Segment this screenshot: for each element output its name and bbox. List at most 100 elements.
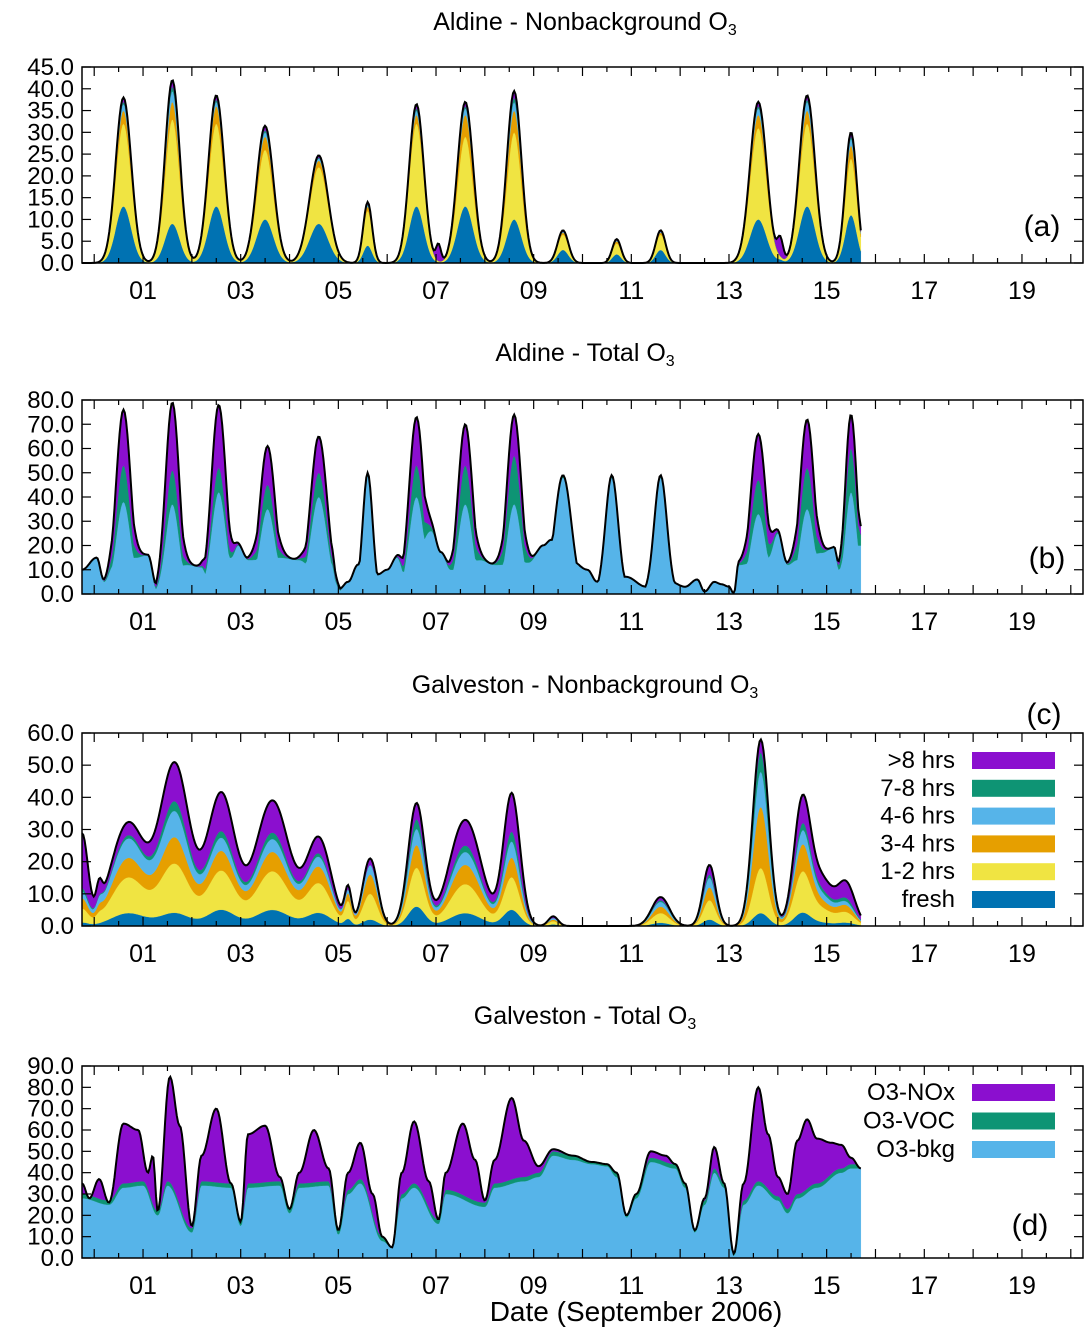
x-tick-label: 07 <box>422 1272 450 1300</box>
panel-label: (a) <box>1024 210 1061 243</box>
legend-swatch-o3-voc <box>972 1112 1055 1130</box>
x-tick-label: 11 <box>618 277 644 305</box>
panel-label: (c) <box>1027 698 1062 731</box>
x-tick-label: 05 <box>324 940 352 968</box>
y-tick-label: 50.0 <box>27 1138 74 1165</box>
x-tick-label: 17 <box>910 1272 938 1300</box>
x-tick-label: 03 <box>227 940 255 968</box>
x-tick-label: 17 <box>910 940 938 968</box>
x-tick-label: 19 <box>1008 1272 1036 1300</box>
x-tick-label: 01 <box>129 1272 157 1300</box>
x-tick-label: 05 <box>324 277 352 305</box>
y-tick-label: 0.0 <box>41 581 74 608</box>
x-tick-label: 09 <box>520 940 548 968</box>
legend-label: O3-VOC <box>863 1108 955 1135</box>
x-tick-label: 13 <box>715 940 743 968</box>
y-tick-label: 30.0 <box>27 508 74 535</box>
x-tick-label: 17 <box>910 277 938 305</box>
y-tick-label: 30.0 <box>27 119 74 146</box>
y-tick-label: 80.0 <box>27 1074 74 1101</box>
y-tick-label: 0.0 <box>41 1245 74 1272</box>
x-tick-label: 03 <box>227 1272 255 1300</box>
x-tick-label: 05 <box>324 1272 352 1300</box>
y-tick-label: 20.0 <box>27 1202 74 1229</box>
y-tick-label: 90.0 <box>27 1053 74 1080</box>
x-tick-label: 03 <box>227 277 255 305</box>
total-line <box>81 1074 862 1256</box>
y-tick-label: 50.0 <box>27 752 74 779</box>
x-tick-label: 11 <box>618 940 644 968</box>
x-tick-label: 19 <box>1008 608 1036 636</box>
y-tick-label: 0.0 <box>41 250 74 277</box>
x-tick-label: 11 <box>618 1272 644 1300</box>
legend-swatch-1-2-hrs <box>972 863 1055 881</box>
y-tick-label: 40.0 <box>27 784 74 811</box>
y-tick-label: 50.0 <box>27 460 74 487</box>
legend-label: 7-8 hrs <box>880 775 955 802</box>
y-tick-label: 15.0 <box>27 185 74 212</box>
y-tick-label: 0.0 <box>41 913 74 940</box>
y-tick-label: 35.0 <box>27 98 74 125</box>
x-tick-label: 01 <box>129 277 157 305</box>
x-tick-label: 13 <box>715 1272 743 1300</box>
y-tick-label: 70.0 <box>27 411 74 438</box>
x-tick-label: 07 <box>422 277 450 305</box>
x-tick-label: 19 <box>1008 940 1036 968</box>
x-axis-label: Date (September 2006) <box>489 1296 783 1327</box>
x-tick-label: 17 <box>910 608 938 636</box>
legend-swatch-3-4-hrs <box>972 835 1055 853</box>
x-tick-label: 01 <box>129 608 157 636</box>
legend-swatch-o3-nox <box>972 1084 1055 1101</box>
y-tick-label: 60.0 <box>27 1117 74 1144</box>
legend-label: 3-4 hrs <box>880 830 955 857</box>
legend-label: 1-2 hrs <box>880 858 955 885</box>
y-tick-label: 60.0 <box>27 720 74 747</box>
y-tick-label: 10.0 <box>27 206 74 233</box>
x-tick-label: 09 <box>520 608 548 636</box>
x-tick-label: 01 <box>129 940 157 968</box>
total-line <box>81 401 862 595</box>
x-tick-label: 11 <box>618 608 644 636</box>
plot-frame <box>81 66 1084 264</box>
x-tick-label: 15 <box>813 277 841 305</box>
legend-label: O3-NOx <box>867 1079 955 1106</box>
y-tick-label: 30.0 <box>27 1181 74 1208</box>
legend-swatch-8-hrs <box>972 752 1055 769</box>
panel-label: (d) <box>1012 1209 1049 1242</box>
x-tick-label: 05 <box>324 608 352 636</box>
panel-label: (b) <box>1029 542 1066 575</box>
plot-frame <box>81 399 1084 595</box>
legend-swatch-7-8-hrs <box>972 779 1055 797</box>
panel-a-title: Aldine - Nonbackground O3 <box>433 8 737 39</box>
x-tick-label: 15 <box>813 1272 841 1300</box>
x-tick-label: 13 <box>715 608 743 636</box>
y-tick-label: 10.0 <box>27 881 74 908</box>
legend-swatch-o3-bkg <box>972 1141 1055 1158</box>
y-tick-label: 20.0 <box>27 849 74 876</box>
y-tick-label: 25.0 <box>27 141 74 168</box>
legend-swatch-fresh <box>972 891 1055 908</box>
legend-label: O3-bkg <box>876 1136 955 1163</box>
y-tick-label: 20.0 <box>27 533 74 560</box>
x-tick-label: 07 <box>422 608 450 636</box>
legend-label: 4-6 hrs <box>880 803 955 830</box>
panel-d-title: Galveston - Total O3 <box>473 1002 697 1033</box>
y-tick-label: 40.0 <box>27 484 74 511</box>
x-tick-label: 19 <box>1008 277 1036 305</box>
x-tick-label: 15 <box>813 940 841 968</box>
y-tick-label: 10.0 <box>27 1224 74 1251</box>
panel-c-title: Galveston - Nonbackground O3 <box>411 671 759 702</box>
y-tick-label: 40.0 <box>27 76 74 103</box>
y-tick-label: 60.0 <box>27 436 74 463</box>
plot-frame <box>81 1065 1084 1259</box>
legend-label: fresh <box>902 886 955 913</box>
y-tick-label: 20.0 <box>27 163 74 190</box>
panel-b-title: Aldine - Total O3 <box>495 339 675 370</box>
legend-label: >8 hrs <box>888 747 955 774</box>
legend-swatch-4-6-hrs <box>972 807 1055 825</box>
x-tick-label: 15 <box>813 608 841 636</box>
x-tick-label: 13 <box>715 277 743 305</box>
y-tick-label: 5.0 <box>41 228 74 255</box>
y-tick-label: 30.0 <box>27 817 74 844</box>
